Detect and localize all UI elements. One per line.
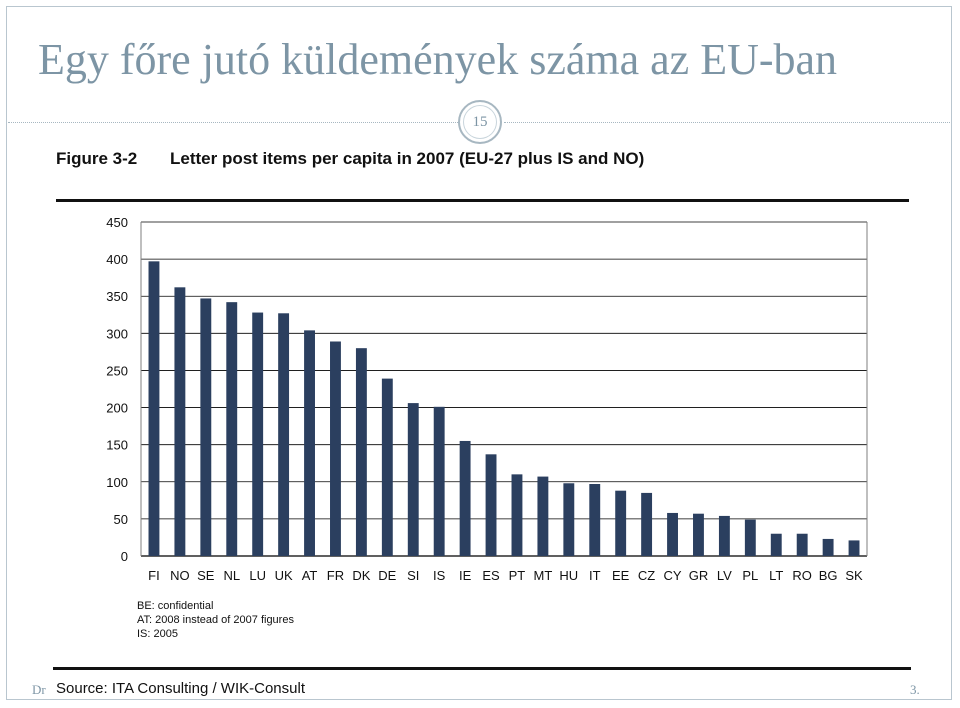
x-tick-label: LV [717, 568, 732, 583]
y-tick-label: 200 [106, 401, 128, 416]
bar [252, 312, 264, 556]
bar [615, 490, 627, 556]
figure-note: BE: confidential [137, 600, 214, 612]
x-tick-label: GR [689, 568, 709, 583]
x-tick-label: IE [459, 568, 472, 583]
x-tick-label: NO [170, 568, 190, 583]
bar [304, 330, 315, 556]
slide-frame [6, 6, 952, 700]
title-divider-right [504, 122, 950, 123]
bar [330, 341, 341, 556]
page-number: 15 [472, 114, 488, 130]
bar [718, 515, 730, 556]
figure-source: Source: ITA Consulting / WIK-Consult [56, 680, 305, 697]
bar [537, 476, 549, 556]
bar [148, 261, 160, 556]
figure-top-rule [56, 199, 909, 202]
figure-note: AT: 2008 instead of 2007 figures [137, 614, 294, 626]
figure-title: Figure 3-2 Letter post items per capita i… [56, 149, 644, 169]
x-tick-label: RO [792, 568, 812, 583]
x-tick-label: AT [302, 568, 318, 583]
x-tick-label: SK [845, 568, 863, 583]
x-tick-label: DK [352, 568, 370, 583]
bar [200, 298, 212, 556]
bar [174, 287, 186, 556]
bar [485, 454, 497, 556]
x-tick-label: LT [769, 568, 783, 583]
y-tick-label: 50 [114, 512, 128, 527]
x-tick-label: IT [589, 568, 601, 583]
x-tick-label: LU [249, 568, 266, 583]
bar [459, 440, 471, 556]
x-tick-label: UK [275, 568, 293, 583]
x-tick-label: DE [378, 568, 396, 583]
x-tick-label: SI [407, 568, 419, 583]
x-tick-label: NL [223, 568, 240, 583]
bar [278, 313, 290, 556]
slide-title: Egy főre jutó küldemények száma az EU-ba… [38, 35, 838, 84]
bar [407, 403, 419, 556]
x-tick-label: FR [327, 568, 344, 583]
bar [641, 492, 653, 556]
figure-bottom-rule [53, 667, 911, 670]
y-tick-label: 100 [106, 475, 128, 490]
bar [822, 538, 834, 556]
x-tick-label: HU [559, 568, 578, 583]
footer-left: Dr [32, 682, 46, 697]
figure-notes: BE: confidential AT: 2008 instead of 200… [137, 599, 294, 641]
x-tick-label: CY [664, 568, 682, 583]
y-tick-label: 400 [106, 252, 128, 267]
bar [589, 484, 601, 556]
bar [355, 348, 367, 556]
y-tick-label: 250 [106, 363, 128, 378]
x-tick-label: CZ [638, 568, 655, 583]
y-tick-label: 450 [106, 215, 128, 230]
bar [693, 513, 704, 556]
bar [226, 302, 238, 556]
y-tick-label: 350 [106, 289, 128, 304]
x-tick-label: FI [148, 568, 160, 583]
figure-note: IS: 2005 [137, 628, 178, 640]
x-tick-label: ES [482, 568, 500, 583]
bar [848, 540, 860, 556]
bar [796, 533, 808, 556]
y-tick-label: 300 [106, 326, 128, 341]
y-tick-label: 150 [106, 438, 128, 453]
bar [563, 483, 575, 556]
x-tick-label: PT [509, 568, 526, 583]
bar [744, 519, 756, 556]
bar [667, 512, 678, 556]
x-tick-label: PL [742, 568, 758, 583]
page-number-badge: 15 [458, 100, 502, 144]
bar [770, 533, 782, 556]
bar [381, 378, 393, 556]
y-tick-label: 0 [121, 549, 128, 564]
title-divider-left [8, 122, 458, 123]
figure-caption: Letter post items per capita in 2007 (EU… [170, 149, 645, 168]
bar [511, 474, 523, 556]
bar [433, 406, 445, 556]
x-tick-label: BG [819, 568, 838, 583]
footer-right: 3. [910, 682, 920, 697]
x-tick-label: MT [534, 568, 553, 583]
x-tick-label: IS [433, 568, 446, 583]
figure-label: Figure 3-2 [56, 149, 138, 168]
x-tick-label: EE [612, 568, 630, 583]
x-tick-label: SE [197, 568, 215, 583]
